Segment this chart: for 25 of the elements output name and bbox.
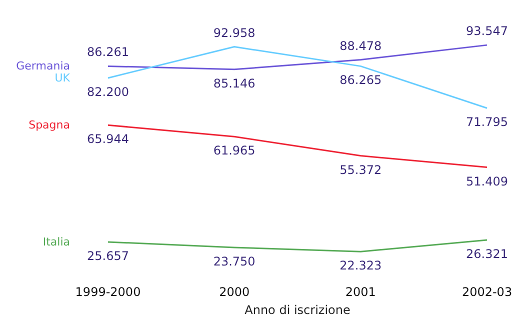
data-label: 93.547 [466,24,508,38]
data-label: 71.795 [466,115,508,130]
data-label: 61.965 [213,144,256,158]
x-tick-label: 2000 [219,285,250,299]
data-label: 26.321 [466,247,508,262]
text: UK [54,71,71,84]
x-axis-title: Anno di iscrizione [244,303,350,317]
x-tick-label: 2001 [345,285,376,299]
text: Spagna [28,118,70,132]
text: Germania [16,60,70,73]
data-label: 25.657 [87,248,129,263]
data-label: 82.200 [87,84,129,99]
data-label: 22.323 [340,258,382,273]
data-label: 65.944 [87,132,129,146]
data-label: 55.372 [340,162,382,177]
data-label: 92.958 [213,26,256,40]
data-label: 86.265 [340,73,382,88]
data-label: 86.261 [87,45,129,60]
data-label: 85.146 [213,76,256,90]
data-label: 88.478 [340,38,382,53]
data-label: 51.409 [466,174,508,188]
x-tick-label: 1999-2000 [75,285,141,299]
x-tick-label: 2002-03 [462,285,512,299]
data-label: 23.750 [213,254,256,268]
text: Italia [42,235,70,248]
